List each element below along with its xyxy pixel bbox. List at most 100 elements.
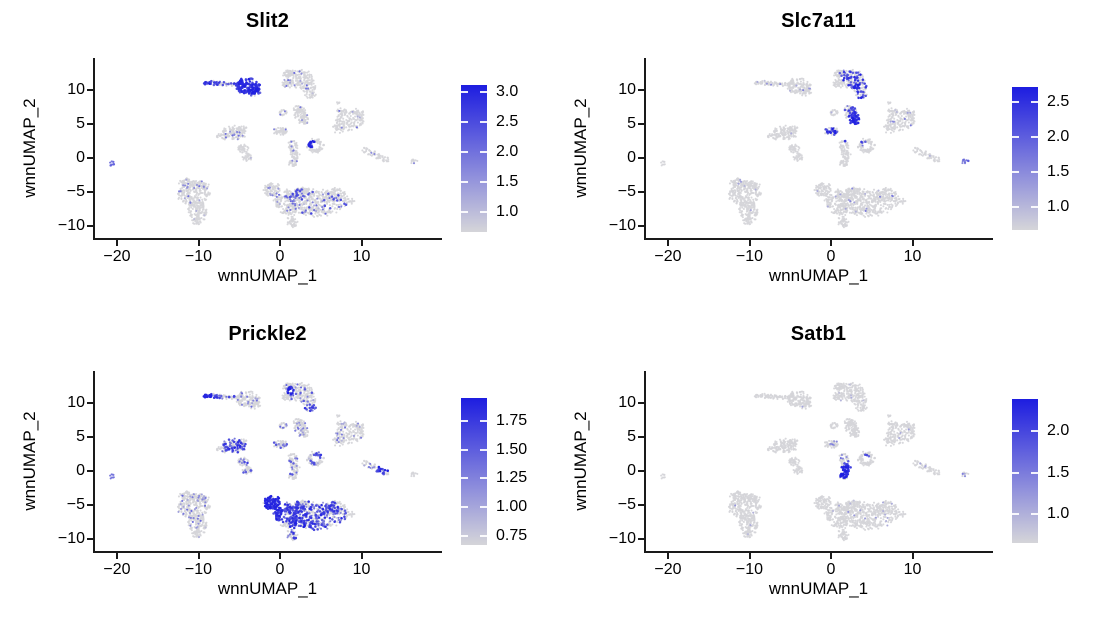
colorbar-tick — [1012, 170, 1019, 173]
colorbar-tick — [1031, 205, 1038, 208]
colorbar-tick — [461, 477, 468, 480]
y-tick-label: 0 — [627, 462, 636, 479]
x-tick-label: −20 — [654, 561, 682, 578]
y-axis-line — [644, 58, 646, 240]
colorbar-tick — [461, 91, 468, 94]
colorbar-tick — [461, 151, 468, 154]
y-axis-title: wnnUMAP_2 — [571, 411, 590, 511]
x-tick-label: −10 — [735, 561, 764, 578]
y-tick-label: −10 — [608, 217, 636, 234]
y-axis-tick — [638, 402, 644, 404]
y-tick-label: 10 — [67, 394, 85, 411]
x-axis-line — [93, 551, 442, 553]
colorbar-tick — [1012, 100, 1019, 103]
colorbar-tick — [480, 151, 487, 154]
colorbar-tick — [1031, 430, 1038, 433]
y-axis-title: wnnUMAP_2 — [571, 98, 590, 198]
y-axis-tick — [87, 89, 93, 91]
y-axis-title: wnnUMAP_2 — [20, 98, 39, 198]
y-axis-title: wnnUMAP_2 — [20, 411, 39, 511]
x-tick-label: 10 — [903, 248, 922, 265]
y-tick-label: 10 — [618, 81, 636, 98]
colorbar-tick — [1012, 430, 1019, 433]
colorbar-tick-label: 2.0 — [1047, 422, 1070, 440]
y-axis-line — [644, 371, 646, 553]
y-axis-tick — [638, 157, 644, 159]
y-tick-label: −5 — [66, 183, 85, 200]
x-tick-label: 10 — [352, 561, 371, 578]
colorbar-tick — [480, 477, 487, 480]
colorbar-tick — [1012, 471, 1019, 474]
colorbar-tick-label: 2.0 — [1047, 127, 1070, 145]
x-axis-title: wnnUMAP_1 — [217, 266, 318, 285]
colorbar-tick — [461, 211, 468, 214]
y-tick-label: 0 — [627, 149, 636, 166]
x-axis-tick — [279, 553, 281, 559]
x-axis-line — [644, 551, 993, 553]
x-axis-tick — [911, 240, 914, 246]
y-axis-tick — [638, 89, 644, 91]
y-tick-label: 10 — [618, 394, 636, 411]
y-axis-tick — [87, 504, 93, 506]
colorbar-tick — [480, 506, 487, 509]
y-axis-tick — [638, 470, 644, 472]
x-axis-tick — [830, 240, 832, 246]
colorbar-tick — [1012, 135, 1019, 138]
y-axis-tick — [638, 538, 644, 540]
y-tick-label: 5 — [627, 428, 636, 445]
y-tick-label: −10 — [57, 217, 85, 234]
colorbar-tick — [480, 448, 487, 451]
y-axis-tick — [87, 470, 93, 472]
x-axis-tick — [279, 240, 281, 246]
y-axis-tick — [638, 225, 644, 227]
y-tick-label: 10 — [67, 81, 85, 98]
x-axis-line — [93, 238, 442, 240]
panel-title: Prickle2 — [228, 323, 307, 345]
colorbar-tick-label: 1.75 — [496, 411, 528, 429]
colorbar-tick — [461, 121, 468, 124]
umap-scatter-canvas — [0, 313, 551, 626]
y-tick-label: −5 — [617, 183, 636, 200]
colorbar-tick — [480, 211, 487, 214]
y-axis-tick — [87, 402, 93, 404]
x-tick-label: 10 — [903, 561, 922, 578]
umap-panel-satb1: Satb1 −20 −10 0 10 10 5 0 −5 −10 wnnUMAP_1 wnnUMAP_… — [551, 313, 1102, 626]
colorbar-tick — [480, 419, 487, 422]
colorbar-tick — [461, 534, 468, 537]
x-axis-tick — [197, 553, 200, 559]
y-tick-label: 0 — [76, 149, 85, 166]
colorbar-tick-label: 3.0 — [496, 83, 519, 101]
x-tick-label: −10 — [735, 248, 764, 265]
colorbar-tick — [461, 181, 468, 184]
x-axis-tick — [748, 553, 751, 559]
x-tick-label: 0 — [275, 561, 285, 578]
y-tick-label: −5 — [66, 496, 85, 513]
colorbar-tick — [1031, 471, 1038, 474]
umap-scatter-canvas — [0, 0, 551, 313]
x-axis-tick — [830, 553, 832, 559]
x-axis-tick — [667, 240, 669, 246]
x-axis-tick — [116, 240, 118, 246]
colorbar-gradient — [461, 398, 487, 545]
x-tick-label: −20 — [654, 248, 682, 265]
y-tick-label: 0 — [76, 462, 85, 479]
colorbar-tick — [1012, 513, 1019, 516]
x-axis-tick — [197, 240, 200, 246]
x-tick-label: −20 — [103, 248, 131, 265]
colorbar-tick-label: 1.5 — [496, 173, 519, 191]
x-axis-tick — [667, 553, 669, 559]
colorbar-tick-label: 1.50 — [496, 440, 528, 458]
umap-panel-slit2: Slit2 −20 −10 0 10 10 5 0 −5 −10 wnnUMAP_1 wnnUMAP_… — [0, 0, 551, 313]
colorbar-tick-label: 1.0 — [1047, 505, 1070, 523]
y-axis-tick — [87, 538, 93, 540]
x-axis-tick — [748, 240, 751, 246]
y-axis-tick — [87, 225, 93, 227]
y-tick-label: −10 — [57, 530, 85, 547]
colorbar-tick-label: 1.5 — [1047, 463, 1070, 481]
colorbar-tick — [1012, 205, 1019, 208]
x-tick-label: 0 — [275, 248, 285, 265]
colorbar-tick-label: 2.0 — [496, 143, 519, 161]
umap-panel-slc7a11: Slc7a11 −20 −10 0 10 10 5 0 −5 −10 wnnUMAP_1 wnnUMA… — [551, 0, 1102, 313]
y-axis-line — [93, 58, 95, 240]
